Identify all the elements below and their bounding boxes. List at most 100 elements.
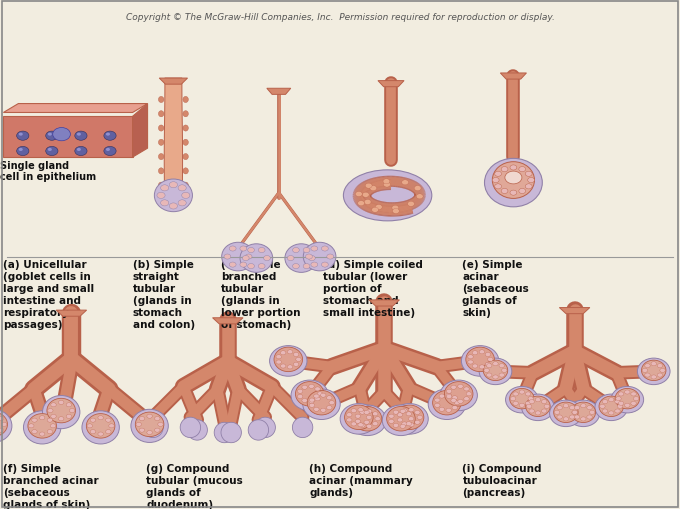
- Circle shape: [178, 185, 186, 191]
- Circle shape: [87, 424, 92, 428]
- Circle shape: [297, 389, 303, 393]
- Ellipse shape: [522, 394, 554, 421]
- Circle shape: [535, 398, 541, 402]
- Circle shape: [90, 430, 96, 434]
- Ellipse shape: [158, 154, 164, 160]
- Circle shape: [322, 263, 328, 268]
- Ellipse shape: [131, 409, 168, 442]
- Ellipse shape: [0, 412, 7, 437]
- Circle shape: [587, 415, 592, 419]
- Circle shape: [367, 415, 372, 419]
- Circle shape: [358, 423, 363, 427]
- Ellipse shape: [135, 412, 164, 437]
- Text: (h) Compound
acinar (mammary
glands): (h) Compound acinar (mammary glands): [309, 463, 413, 497]
- Circle shape: [407, 202, 414, 207]
- Circle shape: [415, 411, 420, 415]
- Circle shape: [502, 369, 507, 373]
- Circle shape: [104, 132, 116, 141]
- Circle shape: [51, 403, 56, 407]
- Circle shape: [373, 412, 378, 416]
- Circle shape: [160, 185, 169, 191]
- Circle shape: [32, 430, 37, 434]
- Ellipse shape: [307, 391, 336, 415]
- Circle shape: [529, 400, 534, 404]
- Circle shape: [528, 178, 534, 183]
- Circle shape: [288, 350, 293, 354]
- Circle shape: [651, 362, 656, 366]
- Circle shape: [513, 392, 518, 396]
- Circle shape: [0, 417, 3, 421]
- Circle shape: [397, 418, 403, 422]
- Circle shape: [154, 428, 160, 432]
- Text: (d) Simple coiled
tubular (lower
portion of
stomach and
small intestine): (d) Simple coiled tubular (lower portion…: [323, 260, 423, 318]
- Ellipse shape: [466, 348, 494, 372]
- Circle shape: [572, 410, 577, 414]
- Circle shape: [569, 415, 575, 419]
- Circle shape: [645, 373, 650, 377]
- Circle shape: [660, 369, 665, 373]
- Circle shape: [258, 248, 265, 253]
- Polygon shape: [369, 300, 399, 306]
- Circle shape: [50, 424, 56, 428]
- Circle shape: [287, 256, 294, 261]
- Circle shape: [658, 364, 663, 368]
- Polygon shape: [133, 104, 148, 158]
- Ellipse shape: [445, 382, 473, 406]
- Circle shape: [466, 392, 472, 396]
- Ellipse shape: [340, 404, 377, 434]
- Circle shape: [416, 194, 423, 200]
- Circle shape: [468, 355, 473, 359]
- Circle shape: [488, 358, 493, 362]
- Circle shape: [510, 397, 515, 401]
- Circle shape: [58, 417, 64, 421]
- Polygon shape: [500, 74, 526, 80]
- Circle shape: [384, 183, 390, 188]
- Circle shape: [402, 180, 409, 185]
- Circle shape: [347, 413, 352, 417]
- Circle shape: [326, 396, 332, 400]
- Circle shape: [158, 422, 163, 427]
- Circle shape: [451, 399, 456, 403]
- Circle shape: [528, 397, 533, 401]
- Ellipse shape: [349, 405, 386, 436]
- Circle shape: [288, 365, 293, 369]
- Circle shape: [400, 425, 405, 429]
- Circle shape: [526, 405, 532, 409]
- Circle shape: [248, 264, 254, 269]
- Circle shape: [303, 264, 310, 269]
- Ellipse shape: [440, 380, 477, 411]
- Circle shape: [46, 132, 58, 141]
- Circle shape: [367, 425, 372, 429]
- Circle shape: [224, 254, 231, 260]
- Circle shape: [293, 362, 299, 366]
- Circle shape: [69, 409, 75, 413]
- Circle shape: [402, 409, 407, 413]
- Circle shape: [402, 422, 407, 426]
- Circle shape: [0, 428, 3, 432]
- Circle shape: [554, 410, 560, 414]
- Circle shape: [468, 360, 473, 364]
- Circle shape: [242, 256, 249, 261]
- Circle shape: [98, 432, 103, 436]
- Circle shape: [90, 418, 96, 422]
- Circle shape: [409, 423, 414, 427]
- Ellipse shape: [462, 346, 499, 377]
- Circle shape: [48, 409, 53, 413]
- Circle shape: [535, 411, 541, 415]
- Circle shape: [309, 384, 314, 388]
- Circle shape: [292, 248, 299, 253]
- Circle shape: [358, 201, 364, 206]
- Circle shape: [355, 419, 360, 423]
- Ellipse shape: [183, 183, 188, 189]
- Polygon shape: [560, 308, 590, 314]
- Circle shape: [393, 423, 398, 428]
- Ellipse shape: [505, 172, 522, 184]
- Ellipse shape: [255, 417, 275, 438]
- Circle shape: [625, 404, 630, 408]
- Text: (e) Simple
acinar
(sebaceous
glands of
skin): (e) Simple acinar (sebaceous glands of s…: [462, 260, 529, 318]
- Polygon shape: [267, 89, 291, 95]
- Circle shape: [392, 206, 398, 211]
- Circle shape: [526, 392, 531, 396]
- Circle shape: [492, 178, 499, 183]
- Circle shape: [541, 400, 547, 404]
